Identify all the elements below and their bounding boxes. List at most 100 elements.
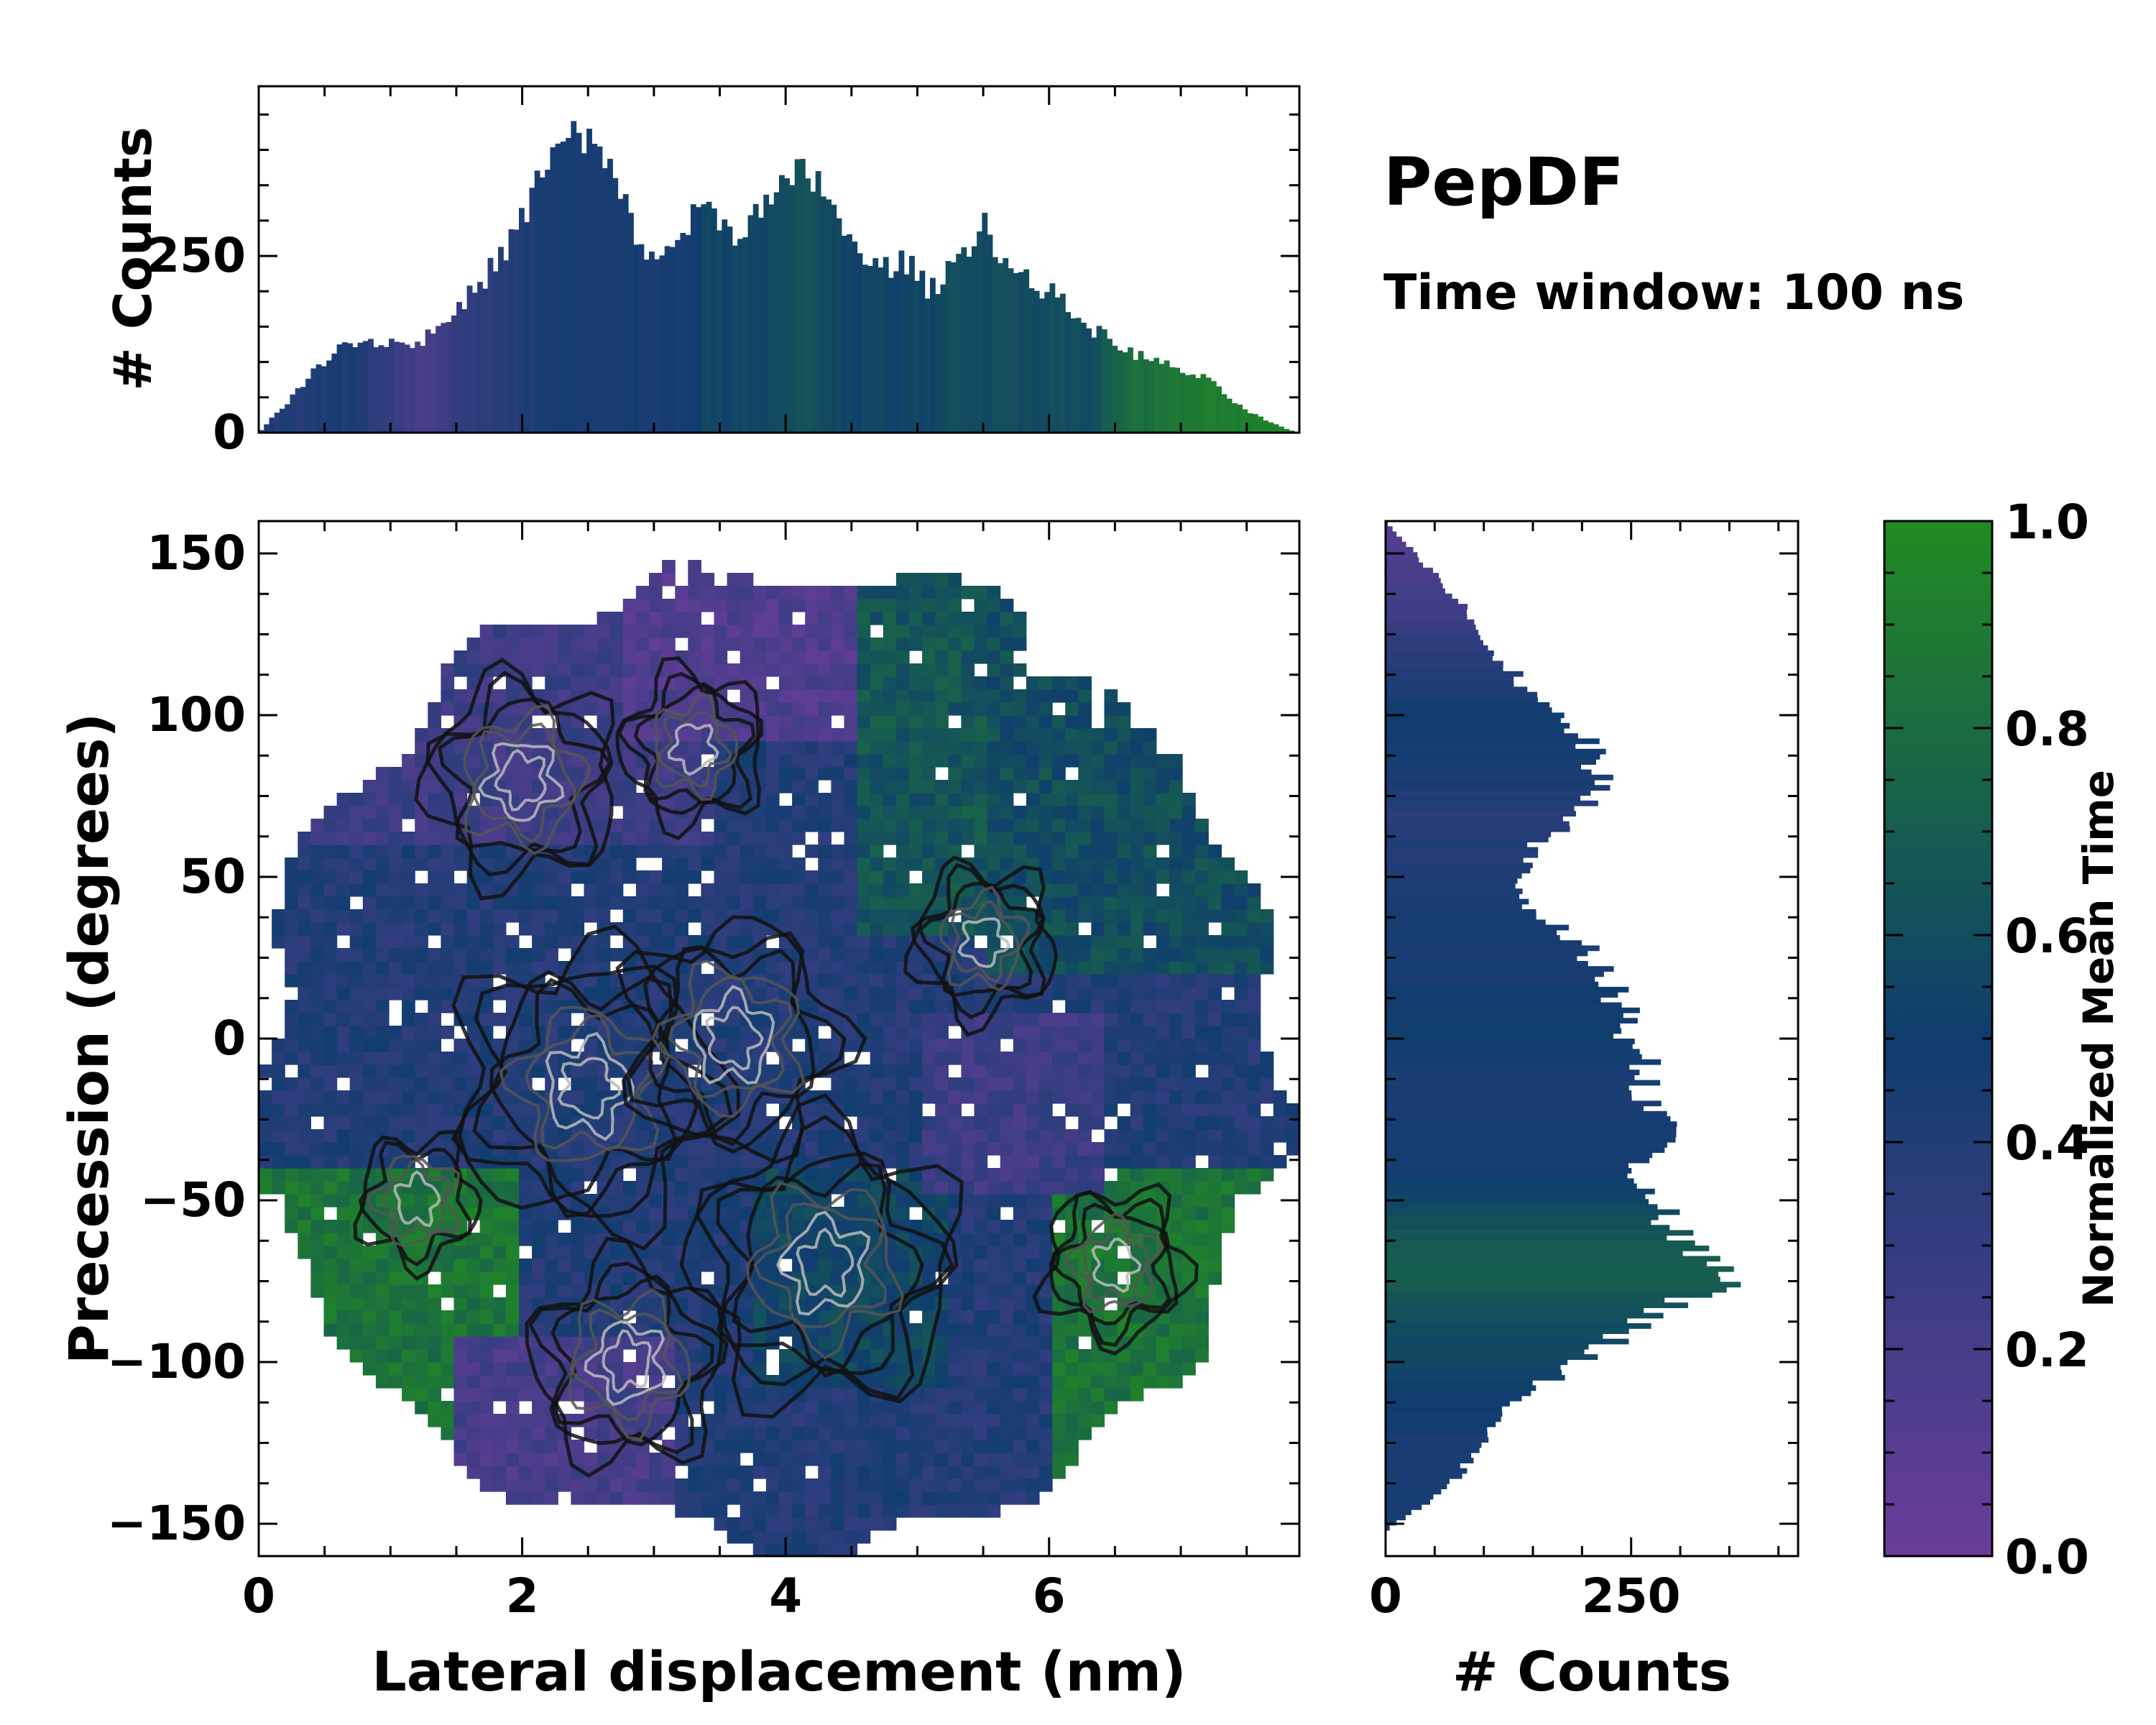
heatmap-cell — [961, 819, 975, 832]
heatmap-cell — [285, 1026, 298, 1039]
heatmap-cell — [1195, 935, 1209, 949]
heatmap-cell — [779, 676, 793, 690]
heatmap-cell — [922, 832, 936, 845]
heatmap-cell — [805, 586, 819, 599]
histogram-bar — [675, 239, 681, 433]
histogram-bar — [815, 171, 821, 433]
heatmap-cell — [389, 1323, 402, 1337]
heatmap-cell — [883, 663, 897, 677]
heatmap-cell — [831, 650, 845, 664]
heatmap-cell — [857, 1349, 871, 1363]
histogram-bar — [717, 230, 722, 433]
heatmap-cell — [375, 780, 390, 794]
histogram-bar — [1386, 1509, 1411, 1515]
heatmap-cell — [740, 935, 754, 949]
heatmap-cell — [688, 1271, 701, 1285]
heatmap-cell — [961, 1336, 975, 1350]
histogram-bar — [1386, 992, 1618, 998]
heatmap-cell — [609, 638, 624, 651]
heatmap-cell — [1013, 1220, 1027, 1233]
heatmap-cell — [792, 1517, 806, 1531]
heatmap-cell — [948, 1077, 962, 1091]
heatmap-cell — [1039, 1233, 1053, 1246]
heatmap-cell — [545, 1207, 558, 1220]
heatmap-cell — [1000, 793, 1014, 806]
heatmap-cell — [857, 741, 871, 755]
heatmap-cell — [1169, 1233, 1183, 1246]
heatmap-cell — [752, 1530, 767, 1544]
heatmap-cell — [375, 1039, 390, 1052]
heatmap-cell — [1143, 987, 1157, 1000]
heatmap-cell — [1039, 741, 1053, 755]
heatmap-cell — [857, 612, 871, 625]
heatmap-cell — [765, 1453, 780, 1466]
heatmap-cell — [505, 1401, 520, 1414]
heatmap-cell — [402, 1103, 415, 1117]
heatmap-cell — [1052, 1349, 1066, 1363]
heatmap-cell — [571, 1271, 585, 1285]
heatmap-cell — [1039, 1297, 1053, 1311]
heatmap-cell — [714, 883, 728, 897]
heatmap-cell — [805, 702, 819, 716]
heatmap-cell — [1117, 1362, 1131, 1376]
heatmap-cell — [922, 1039, 936, 1052]
heatmap-cell — [701, 909, 715, 923]
heatmap-cell — [857, 1440, 871, 1453]
heatmap-cell — [974, 1310, 988, 1324]
heatmap-cell — [1195, 870, 1209, 884]
heatmap-cell — [974, 1052, 988, 1065]
heatmap-cell — [844, 612, 858, 625]
heatmap-cell — [857, 793, 871, 806]
heatmap-cell — [727, 599, 741, 612]
heatmap-cell — [831, 857, 845, 871]
heatmap-cell — [545, 870, 558, 884]
colorbar-tick-label: 0.6 — [2005, 908, 2089, 964]
heatmap-cell — [948, 650, 962, 664]
heatmap-cell — [1130, 754, 1144, 768]
heatmap-cell — [415, 741, 428, 755]
heatmap-cell — [974, 948, 988, 962]
heatmap-cell — [1026, 1310, 1040, 1324]
heatmap-cell — [310, 1000, 325, 1013]
histogram-bar — [1386, 614, 1468, 620]
contour-line — [477, 742, 565, 822]
right-histogram: 0 250 # Counts — [1369, 520, 1800, 1703]
heatmap-cell — [336, 1039, 351, 1052]
heatmap-cell — [492, 1310, 507, 1324]
histogram-bar — [773, 192, 780, 433]
heatmap-cell — [870, 1375, 884, 1389]
heatmap-cell — [831, 728, 845, 742]
heatmap-cell — [622, 1194, 637, 1208]
heatmap-cell — [792, 896, 806, 910]
heatmap-cell — [870, 1052, 884, 1065]
histogram-bar — [1386, 1364, 1561, 1371]
contour-line — [679, 1092, 964, 1419]
heatmap-cell — [466, 1077, 481, 1091]
heatmap-cell — [519, 948, 533, 962]
heatmap-cell — [1208, 1026, 1222, 1039]
heatmap-cell — [1091, 1013, 1105, 1026]
heatmap-cell — [1169, 1336, 1183, 1350]
heatmap-cell — [1104, 793, 1118, 806]
heatmap-cell — [349, 1336, 364, 1350]
heatmap-cell — [987, 819, 1001, 832]
histogram-bar — [1386, 862, 1533, 868]
heatmap-cell — [870, 1142, 884, 1156]
heatmap-cell — [441, 961, 455, 975]
heatmap-cell — [1013, 1349, 1027, 1363]
histogram-bar — [1386, 686, 1528, 693]
heatmap-cell — [596, 961, 611, 975]
heatmap-cell — [818, 663, 831, 677]
heatmap-cell — [1130, 1013, 1144, 1026]
histogram-bar — [1128, 347, 1133, 433]
contour-line — [732, 1162, 924, 1378]
heatmap-cell — [1273, 1116, 1287, 1130]
histogram-bar — [831, 204, 837, 433]
heatmap-cell — [974, 1116, 988, 1130]
heatmap-cell — [415, 935, 428, 949]
heatmap-cell — [765, 845, 780, 858]
heatmap-cell — [1000, 754, 1014, 768]
heatmap-cell — [714, 909, 728, 923]
heatmap-cell — [714, 1155, 728, 1169]
histogram-bar — [1386, 1432, 1488, 1438]
